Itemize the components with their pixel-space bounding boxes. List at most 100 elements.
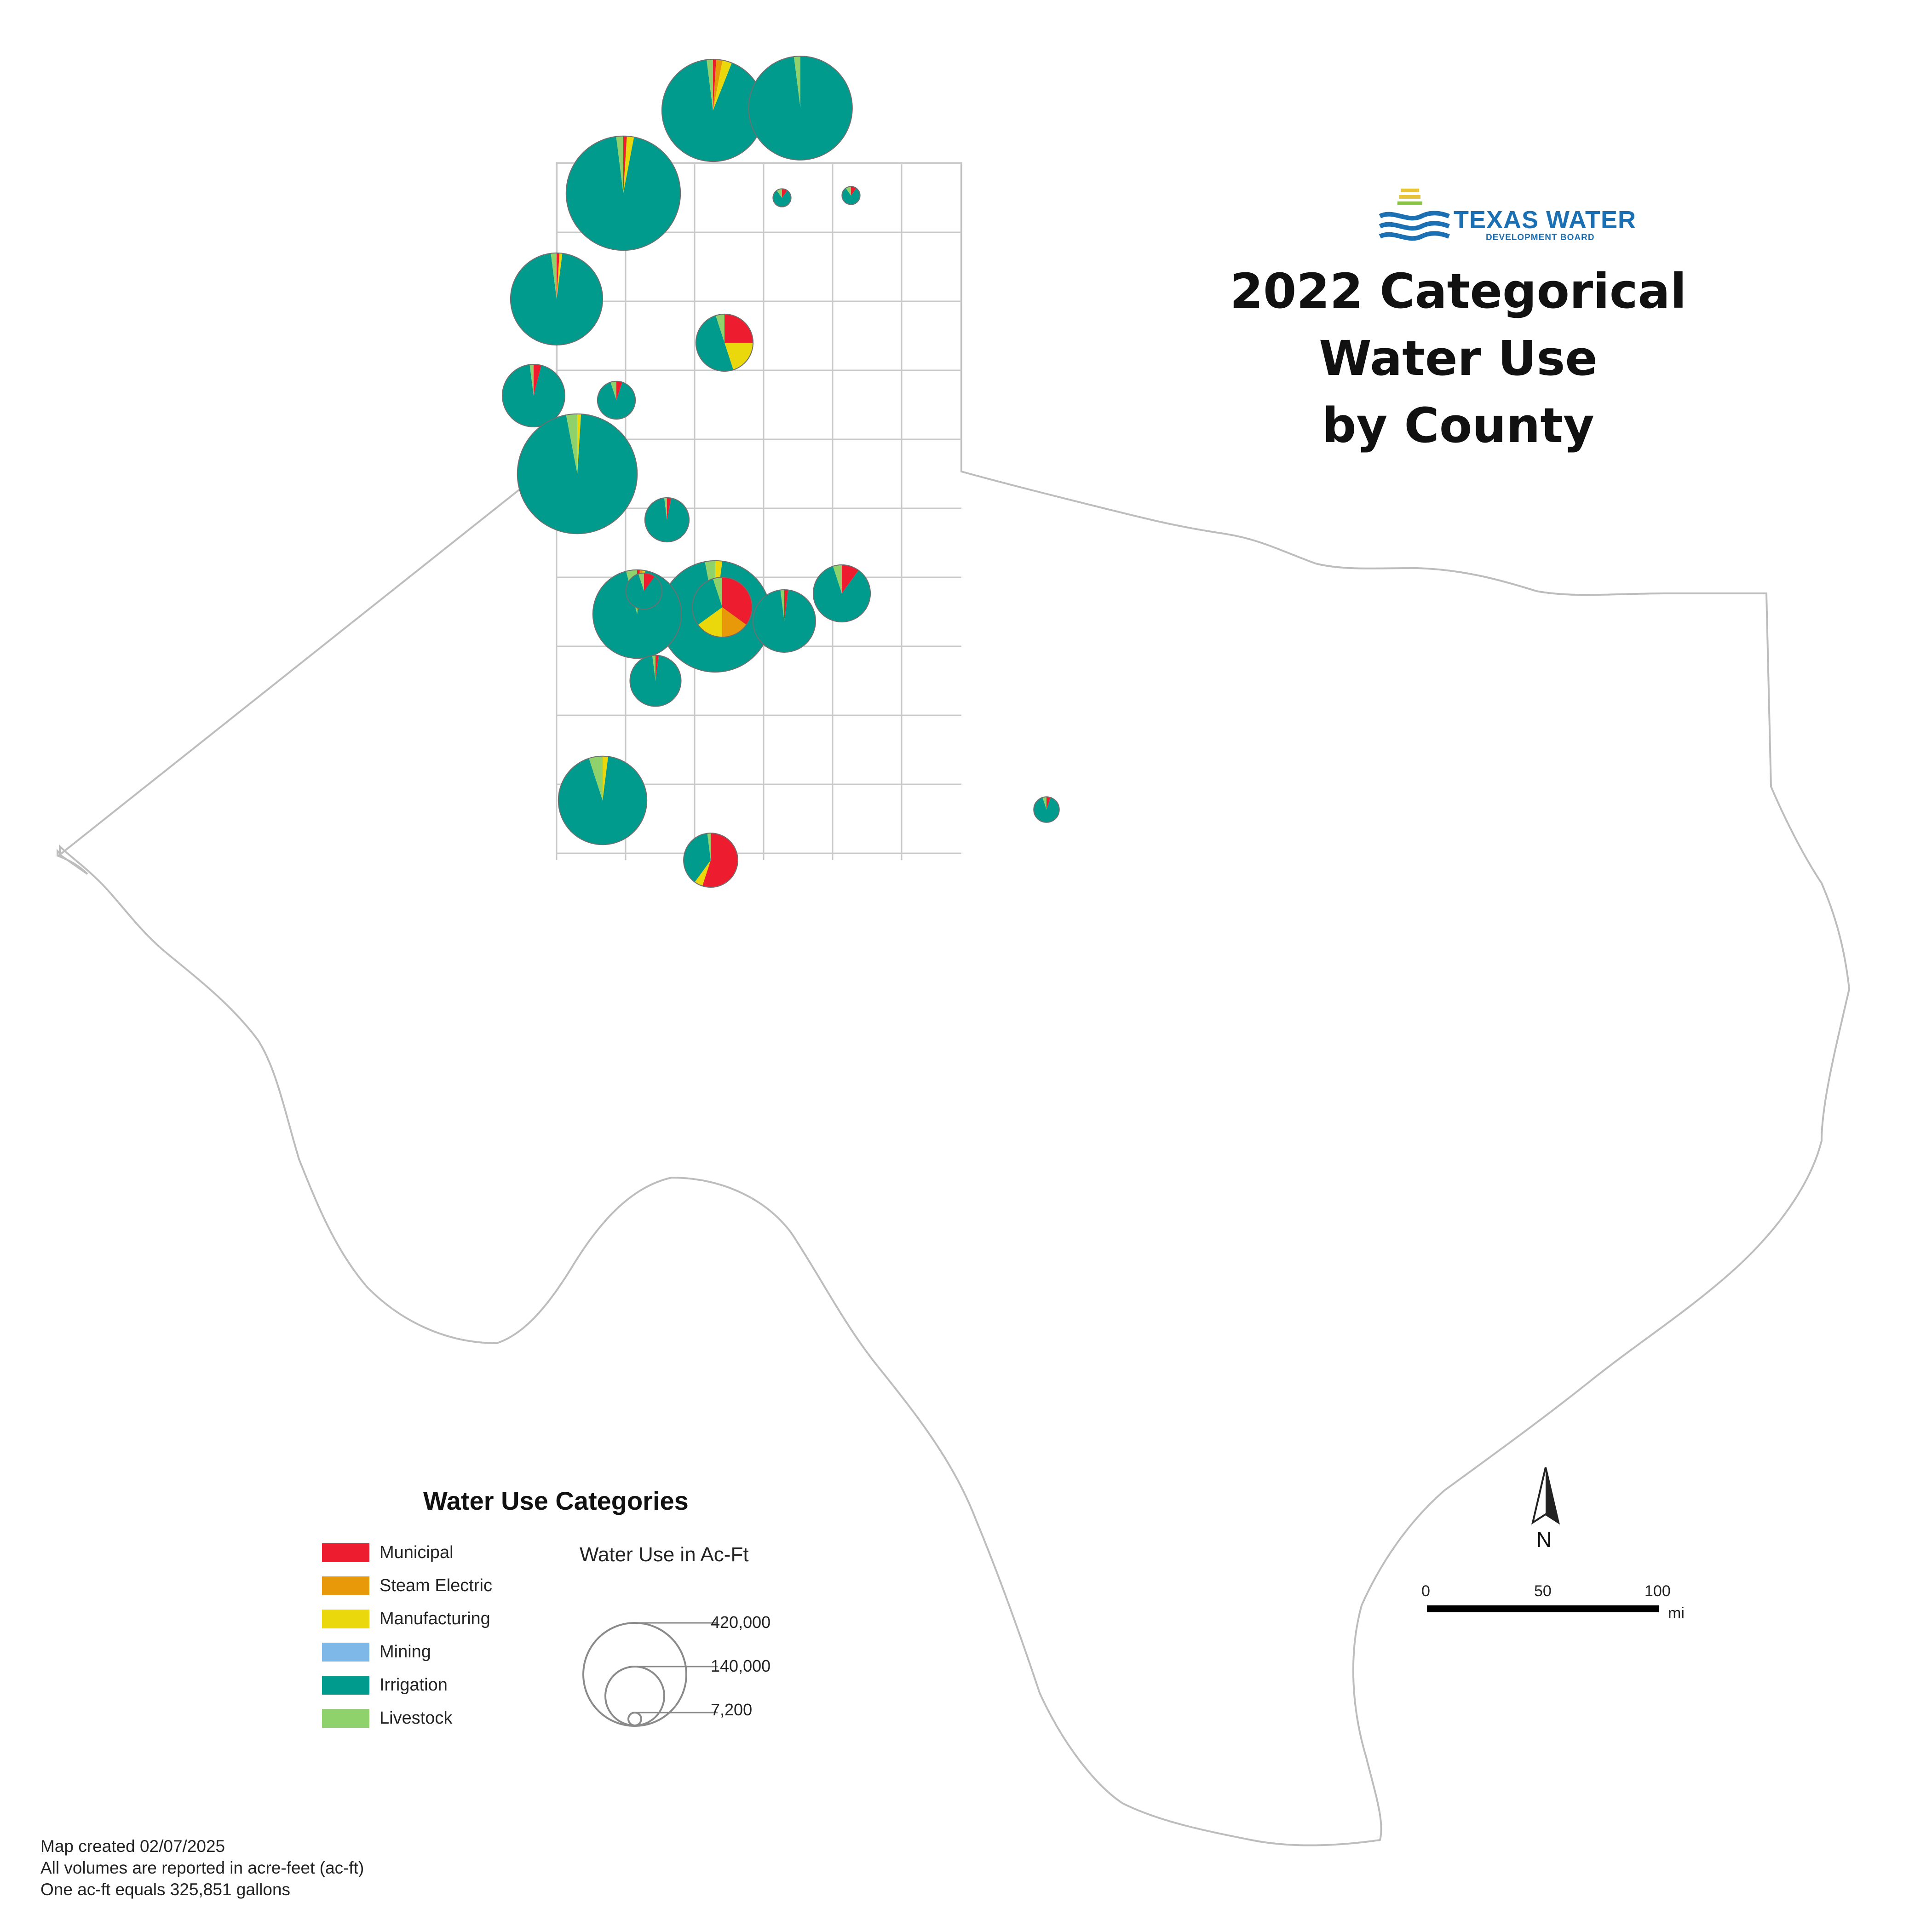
county-pie xyxy=(812,564,871,623)
pie-slice-livestock xyxy=(566,414,577,474)
pie-slice-manufacturing xyxy=(713,60,732,110)
livestock-swatch xyxy=(322,1708,369,1728)
county-pie-charts xyxy=(501,56,1060,888)
scale-bar-line xyxy=(1427,1605,1659,1612)
county-pie xyxy=(597,380,636,420)
pie-outline xyxy=(597,380,636,420)
pie-outline xyxy=(625,572,663,610)
pie-slice-irrigation xyxy=(597,382,636,420)
county-pie xyxy=(501,363,566,428)
pie-slice-municipal xyxy=(702,833,738,887)
scale-tick-50: 50 xyxy=(1534,1582,1552,1600)
pie-slice-livestock xyxy=(652,655,656,681)
north-arrow: N xyxy=(1518,1463,1573,1559)
pie-slice-irrigation xyxy=(696,315,734,372)
pie-slice-livestock xyxy=(794,56,800,108)
pie-slice-municipal xyxy=(616,381,622,400)
pie-slice-livestock xyxy=(713,577,722,607)
size-label-large: 420,000 xyxy=(711,1613,771,1632)
legend-label: Municipal xyxy=(380,1542,454,1562)
county-pie xyxy=(683,833,738,888)
scale-tick-0: 0 xyxy=(1421,1582,1430,1600)
pie-outline xyxy=(812,564,871,623)
legend-item-manufacturing: Manufacturing xyxy=(322,1607,490,1630)
pie-slice-irrigation xyxy=(566,136,681,251)
county-pie xyxy=(841,186,861,205)
county-pie xyxy=(625,572,663,610)
size-legend-circles xyxy=(582,1622,718,1727)
pie-slice-livestock xyxy=(638,573,644,591)
legend-title: Water Use Categories xyxy=(423,1486,689,1515)
pie-slice-municipal xyxy=(784,589,788,621)
pie-outline xyxy=(1033,796,1060,823)
irrigation-swatch xyxy=(322,1675,369,1695)
pie-slice-municipal xyxy=(842,564,859,593)
county-pie xyxy=(748,56,853,161)
size-legend-title: Water Use in Ac-Ft xyxy=(580,1543,749,1566)
county-pie xyxy=(517,413,638,535)
pie-outline xyxy=(752,589,816,653)
county-pie xyxy=(691,576,753,638)
logo-sub-text: DEVELOPMENT BOARD xyxy=(1486,233,1595,242)
pie-slice-manufacturing xyxy=(603,756,609,800)
legend-label: Irrigation xyxy=(380,1675,448,1695)
legend-label: Steam Electric xyxy=(380,1576,492,1595)
scale-tick-100: 100 xyxy=(1644,1582,1671,1600)
pie-outline xyxy=(629,655,682,707)
pie-outline xyxy=(772,188,792,207)
county-pie xyxy=(644,497,690,543)
legend-item-municipal: Municipal xyxy=(322,1541,454,1564)
pie-slice-manufacturing xyxy=(695,860,711,886)
pie-slice-irrigation xyxy=(630,655,681,707)
north-label: N xyxy=(1536,1528,1552,1552)
legend-item-steam-electric: Steam Electric xyxy=(322,1574,492,1597)
pie-slice-irrigation xyxy=(626,574,662,610)
county-pie xyxy=(565,135,681,251)
size-circle-medium xyxy=(604,1666,665,1726)
pie-slice-manufacturing xyxy=(623,136,634,193)
pie-slice-municipal xyxy=(1046,797,1051,810)
mining-swatch xyxy=(322,1642,369,1662)
note-units: All volumes are reported in acre-feet (a… xyxy=(40,1858,364,1877)
legend-item-livestock: Livestock xyxy=(322,1707,452,1730)
pie-outline xyxy=(644,497,690,543)
pie-slice-municipal xyxy=(557,253,560,299)
pie-slice-municipal xyxy=(724,314,753,343)
pie-outline xyxy=(691,576,753,638)
pie-slice-irrigation xyxy=(1034,797,1059,822)
pie-slice-steam-electric xyxy=(722,607,747,638)
title-line-1: 2022 Categorical Water Use xyxy=(1230,263,1687,386)
pie-outline xyxy=(501,363,566,428)
pie-slice-municipal xyxy=(722,577,753,625)
pie-slice-irrigation xyxy=(502,364,565,427)
pie-slice-municipal xyxy=(782,189,788,198)
pie-slice-irrigation xyxy=(753,590,816,653)
logo-main-text: TEXAS WATER xyxy=(1454,206,1637,234)
pie-slice-livestock xyxy=(1042,797,1046,810)
twdb-logo: TEXAS WATER DEVELOPMENT BOARD xyxy=(1375,184,1636,262)
map-notes: Map created 02/07/2025 All volumes are r… xyxy=(40,1835,364,1900)
size-circle-large xyxy=(582,1622,687,1727)
pie-outline xyxy=(592,569,682,659)
pie-slice-livestock xyxy=(833,564,842,593)
pie-slice-steam-electric xyxy=(713,59,723,110)
pie-slice-livestock xyxy=(715,314,724,343)
pie-slice-municipal xyxy=(851,186,857,196)
pie-slice-municipal xyxy=(534,364,541,396)
pie-slice-manufacturing xyxy=(557,253,563,299)
size-label-medium: 140,000 xyxy=(711,1656,771,1675)
legend-label: Livestock xyxy=(380,1708,453,1728)
pie-outline xyxy=(695,313,754,372)
pie-slice-irrigation xyxy=(517,414,638,534)
pie-slice-livestock xyxy=(616,136,623,193)
size-circle-small xyxy=(627,1712,642,1726)
county-pie xyxy=(752,589,816,653)
pie-slice-livestock xyxy=(845,186,851,196)
steam-electric-swatch xyxy=(322,1576,369,1595)
pie-slice-manufacturing xyxy=(698,607,722,638)
pie-slice-irrigation xyxy=(661,59,765,162)
size-label-small: 7,200 xyxy=(711,1700,753,1719)
legend: Water Use Categories Municipal Steam Ele… xyxy=(322,1486,828,1771)
pie-slice-livestock xyxy=(589,756,603,800)
